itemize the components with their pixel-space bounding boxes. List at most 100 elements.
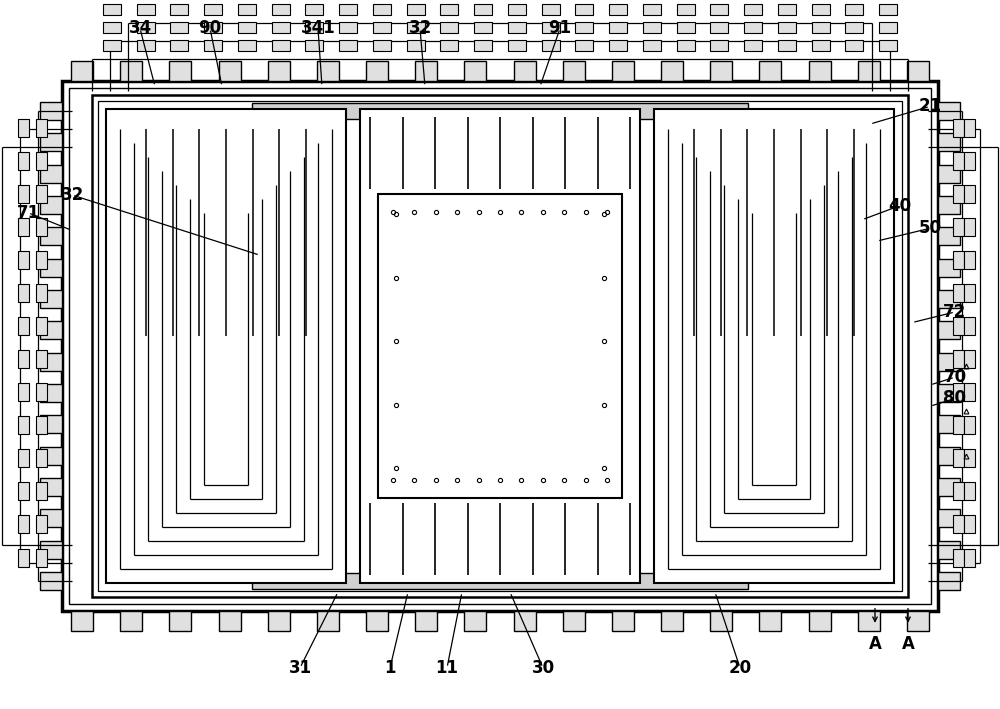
Bar — [440, 4, 458, 15]
Text: 34: 34 — [128, 19, 152, 38]
Bar — [609, 40, 627, 51]
Bar — [953, 152, 964, 169]
Bar — [40, 352, 62, 371]
Bar — [36, 482, 47, 501]
Bar — [36, 251, 47, 269]
Bar — [36, 450, 47, 467]
Bar — [812, 4, 830, 15]
Bar — [938, 228, 960, 245]
Bar — [812, 22, 830, 33]
Bar — [317, 61, 339, 81]
Text: 40: 40 — [888, 196, 912, 215]
Bar — [938, 352, 960, 371]
Bar — [710, 611, 732, 631]
Bar — [18, 251, 29, 269]
Bar — [879, 4, 897, 15]
Bar — [643, 4, 661, 15]
Bar — [366, 61, 388, 81]
Bar — [964, 284, 975, 302]
Bar — [677, 4, 695, 15]
Bar — [40, 196, 62, 214]
Bar — [542, 22, 560, 33]
Bar — [170, 22, 188, 33]
Bar — [938, 259, 960, 277]
Bar — [508, 4, 526, 15]
Bar — [204, 22, 222, 33]
Bar — [938, 196, 960, 214]
Bar — [272, 40, 290, 51]
Bar — [120, 611, 142, 631]
Bar — [18, 317, 29, 335]
Bar — [744, 4, 762, 15]
Bar — [575, 40, 593, 51]
Bar — [36, 152, 47, 169]
Bar — [563, 611, 585, 631]
Bar — [474, 22, 492, 33]
Bar — [953, 251, 964, 269]
Bar — [953, 515, 964, 533]
Bar — [542, 4, 560, 15]
Bar — [778, 40, 796, 51]
Bar — [809, 61, 831, 81]
Bar — [964, 118, 975, 137]
Bar — [964, 184, 975, 203]
Bar — [18, 515, 29, 533]
Bar — [778, 22, 796, 33]
Text: 341: 341 — [301, 19, 335, 38]
Bar — [40, 447, 62, 464]
Bar — [938, 102, 960, 120]
Bar — [305, 22, 323, 33]
Bar — [474, 4, 492, 15]
Bar — [964, 450, 975, 467]
Bar — [103, 40, 121, 51]
Text: 31: 31 — [288, 659, 312, 677]
Bar — [879, 40, 897, 51]
Bar — [40, 509, 62, 527]
Bar — [378, 194, 622, 498]
Bar — [812, 40, 830, 51]
Text: 91: 91 — [548, 19, 572, 38]
Bar — [40, 572, 62, 590]
Bar — [809, 611, 831, 631]
Bar — [36, 284, 47, 302]
Text: A: A — [902, 635, 914, 653]
Bar — [36, 317, 47, 335]
Bar — [18, 549, 29, 566]
Bar — [103, 22, 121, 33]
Bar — [268, 61, 290, 81]
Bar — [845, 4, 863, 15]
Bar — [268, 611, 290, 631]
Bar — [40, 415, 62, 433]
Bar — [938, 447, 960, 464]
Bar — [858, 61, 880, 81]
Bar — [953, 184, 964, 203]
Bar — [778, 4, 796, 15]
Bar — [317, 611, 339, 631]
Bar — [360, 109, 640, 583]
Bar — [18, 118, 29, 137]
Bar — [938, 541, 960, 559]
Bar — [464, 611, 486, 631]
Bar — [938, 509, 960, 527]
Bar — [69, 88, 931, 604]
Bar — [710, 40, 728, 51]
Bar — [953, 482, 964, 501]
Bar — [407, 40, 425, 51]
Bar — [407, 4, 425, 15]
Bar — [953, 549, 964, 566]
Bar — [964, 482, 975, 501]
Bar — [18, 152, 29, 169]
Bar — [18, 450, 29, 467]
Bar — [845, 40, 863, 51]
Bar — [339, 40, 357, 51]
Bar — [36, 515, 47, 533]
Bar — [677, 22, 695, 33]
Bar — [661, 61, 683, 81]
Bar — [36, 184, 47, 203]
Bar — [40, 259, 62, 277]
Bar — [879, 22, 897, 33]
Bar — [845, 22, 863, 33]
Bar — [40, 478, 62, 496]
Bar — [272, 22, 290, 33]
Bar — [858, 611, 880, 631]
